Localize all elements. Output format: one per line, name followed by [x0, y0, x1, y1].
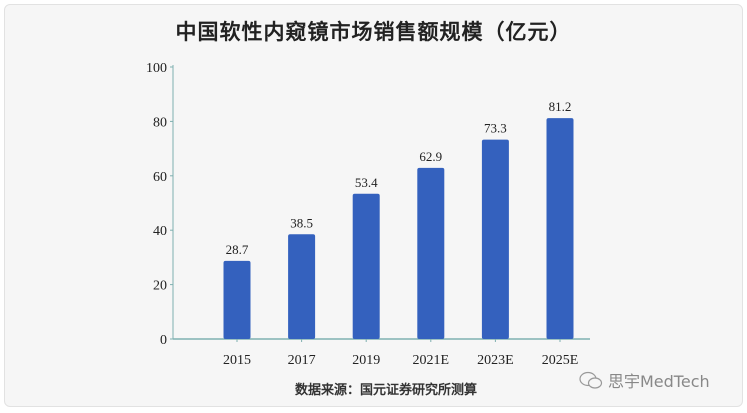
x-tick-label: 2025E [542, 353, 579, 368]
x-tick-label: 2021E [413, 353, 450, 368]
data-label: 73.3 [484, 121, 507, 136]
x-tick-label: 2023E [477, 353, 514, 368]
x-tick-label: 2019 [352, 353, 380, 368]
y-tick-label: 100 [146, 61, 167, 76]
bar [223, 260, 251, 339]
bar [352, 193, 380, 339]
data-label: 53.4 [355, 175, 378, 190]
bar [481, 139, 509, 339]
watermark: 思宇MedTech [578, 368, 710, 392]
data-label: 81.2 [549, 99, 572, 114]
data-label: 28.7 [226, 242, 249, 257]
x-tick-label: 2015 [223, 353, 251, 368]
data-label: 38.5 [290, 215, 313, 230]
y-tick-label: 20 [153, 279, 167, 294]
data-label: 62.9 [419, 149, 442, 164]
wechat-icon [579, 371, 603, 389]
bar [417, 167, 445, 339]
bar [288, 234, 316, 339]
y-tick-label: 60 [153, 170, 167, 185]
y-tick-label: 80 [153, 115, 167, 130]
y-tick-label: 40 [153, 224, 167, 239]
y-tick-label: 0 [160, 333, 167, 348]
watermark-text: 思宇MedTech [608, 372, 710, 391]
source-note: 数据来源：国元证券研究所测算 [295, 382, 478, 397]
chart-title: 中国软性内窥镜市场销售额规模（亿元） [175, 20, 572, 44]
bar [546, 118, 574, 339]
x-tick-label: 2017 [288, 353, 316, 368]
